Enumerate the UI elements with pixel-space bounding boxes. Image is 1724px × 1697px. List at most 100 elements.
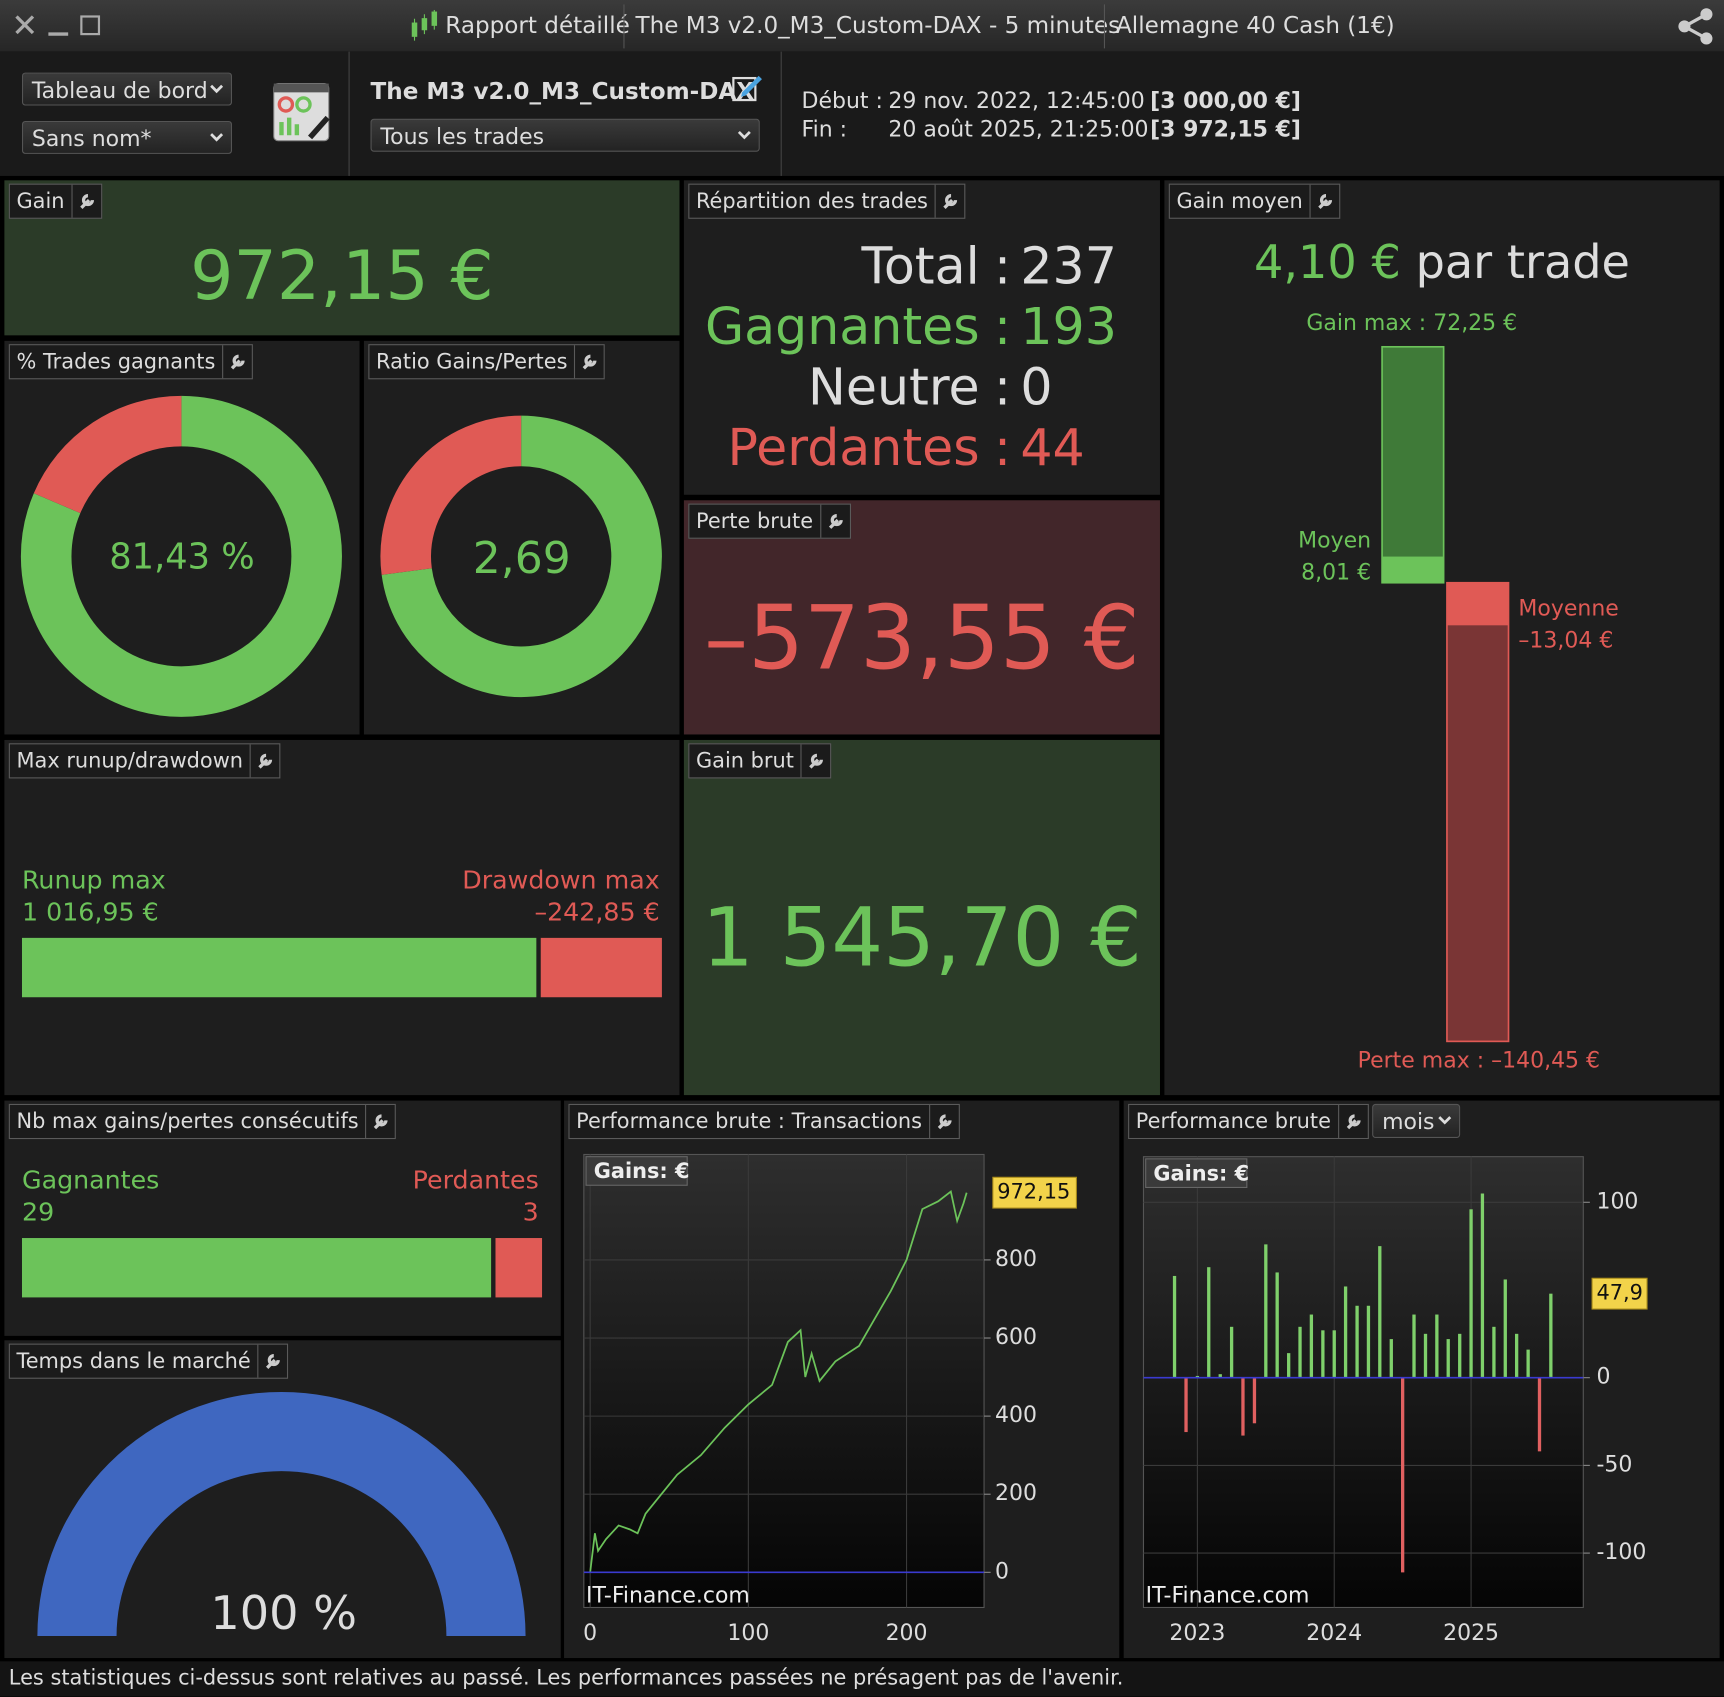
row-label: Neutre bbox=[808, 357, 980, 417]
wrench[interactable] bbox=[800, 744, 831, 778]
avg-win-value: 8,01 € bbox=[1301, 558, 1372, 585]
wins-label: Gagnantes bbox=[21, 1166, 160, 1196]
drawdown-value: –242,85 € bbox=[534, 898, 660, 927]
max-gain-value: 72,25 € bbox=[1433, 308, 1518, 336]
gross-gain-panel: Gain brut 1 545,70 € bbox=[683, 739, 1160, 1096]
edit-icon[interactable] bbox=[731, 71, 764, 104]
footer: Les statistiques ci-dessus sont relative… bbox=[0, 1661, 1724, 1697]
losses-label: Perdantes bbox=[412, 1166, 539, 1196]
candle-icon bbox=[411, 9, 438, 41]
end-capital: [3 972,15 €] bbox=[1150, 115, 1301, 142]
drawdown-label: Drawdown max bbox=[462, 866, 660, 895]
gross-loss-panel: Perte brute –573,55 € bbox=[683, 500, 1160, 735]
gross-gain-value: 1 545,70 € bbox=[701, 890, 1142, 986]
start-date: 29 nov. 2022, 12:45:00 bbox=[888, 86, 1145, 114]
row-value: 44 bbox=[1020, 417, 1085, 478]
panel-title: Ratio Gains/Pertes bbox=[376, 349, 568, 374]
start-label: Début : bbox=[801, 86, 883, 114]
period-name: mois bbox=[1382, 1108, 1435, 1135]
panel-title: Temps dans le marché bbox=[16, 1349, 251, 1374]
max-loss-label: Perte max : bbox=[1357, 1046, 1485, 1074]
average-line: 4,10 € par trade bbox=[1164, 239, 1719, 286]
runup-panel: Max runup/drawdown Runup max 1 016,95 € … bbox=[4, 739, 680, 1096]
wins-value: 29 bbox=[21, 1198, 55, 1228]
filter-select[interactable]: Tous les trades bbox=[370, 118, 760, 152]
runup-label: Runup max bbox=[21, 866, 166, 895]
wrench[interactable] bbox=[1337, 1104, 1368, 1138]
avg-win-label: Moyen bbox=[1298, 526, 1372, 554]
gain-panel: Gain 972,15 € bbox=[4, 180, 680, 336]
ratio-panel: Ratio Gains/Pertes 2,69 bbox=[363, 340, 680, 735]
streaks-panel: Nb max gains/pertes consécutifs Gagnante… bbox=[4, 1100, 561, 1336]
row-separator: : bbox=[993, 357, 1011, 417]
view-name: Tableau de bord bbox=[31, 76, 208, 104]
start-capital: [3 000,00 €] bbox=[1150, 86, 1301, 114]
wrench[interactable] bbox=[819, 504, 850, 538]
title-bar: Rapport détaillé The M3 v2.0_M3_Custom-D… bbox=[0, 0, 1724, 52]
layout-name: Sans nom* bbox=[31, 125, 152, 152]
win-rate-value: 81,43 % bbox=[109, 535, 255, 578]
share-icon[interactable] bbox=[1678, 8, 1715, 45]
view-select[interactable]: Tableau de bord bbox=[21, 72, 232, 106]
row-separator: : bbox=[993, 236, 1011, 296]
wrench[interactable] bbox=[221, 345, 252, 379]
ratio-value: 2,69 bbox=[472, 533, 571, 584]
instrument: Allemagne 40 Cash (1€) bbox=[1115, 12, 1395, 39]
panel-title: Gain moyen bbox=[1176, 189, 1303, 214]
panel-title: Nb max gains/pertes consécutifs bbox=[16, 1109, 359, 1134]
panel-title: Gain brut bbox=[695, 748, 794, 773]
gain-value: 972,15 € bbox=[190, 235, 494, 316]
win-rate-panel: % Trades gagnants 81,43 % bbox=[4, 340, 360, 735]
settings-icon[interactable] bbox=[270, 80, 334, 148]
average-value: 4,10 € bbox=[1253, 235, 1401, 290]
runup-value: 1 016,95 € bbox=[21, 898, 159, 927]
panel-title: Max runup/drawdown bbox=[16, 748, 244, 773]
wrench[interactable] bbox=[257, 1344, 287, 1378]
max-loss-value: –140,45 € bbox=[1491, 1046, 1601, 1074]
wrench[interactable] bbox=[1309, 184, 1339, 218]
row-separator: : bbox=[993, 296, 1011, 357]
wrench[interactable] bbox=[934, 184, 965, 218]
max-gain: Gain max : 72,25 € bbox=[1164, 311, 1659, 333]
panel-title: Répartition des trades bbox=[695, 189, 928, 214]
end-label: Fin : bbox=[801, 115, 848, 142]
transactions-chart-panel: Performance brute : Transactions bbox=[564, 1100, 1120, 1659]
panel-title: % Trades gagnants bbox=[16, 349, 216, 374]
panel-title: Performance brute bbox=[1135, 1109, 1331, 1134]
market-time-panel: Temps dans le marché bbox=[4, 1340, 561, 1659]
distribution-panel: Répartition des trades Total:237 Gagnante… bbox=[683, 180, 1160, 495]
layout-select[interactable]: Sans nom* bbox=[21, 120, 232, 154]
window-controls[interactable] bbox=[11, 0, 121, 52]
row-value: 237 bbox=[1020, 236, 1117, 296]
average-panel: Gain moyen 4,10 € par trade Gain max : 7… bbox=[1164, 180, 1720, 1096]
max-loss: Perte max : –140,45 € bbox=[1164, 1049, 1724, 1071]
gross-loss-value: –573,55 € bbox=[704, 587, 1140, 690]
average-suffix: par trade bbox=[1415, 235, 1630, 290]
monthly-chart-panel: Performance brute mois bbox=[1123, 1100, 1720, 1659]
max-gain-label: Gain max : bbox=[1306, 308, 1427, 336]
system-title: The M3 v2.0_M3_Custom-DAX - 5 minutes bbox=[635, 12, 1121, 39]
disclaimer: Les statistiques ci-dessus sont relative… bbox=[8, 1665, 1124, 1690]
filter-name: Tous les trades bbox=[380, 123, 545, 150]
row-label: Perdantes bbox=[727, 417, 980, 478]
row-separator: : bbox=[993, 417, 1011, 478]
row-label: Total bbox=[861, 236, 980, 296]
row-value: 193 bbox=[1020, 296, 1117, 357]
losses-value: 3 bbox=[522, 1198, 539, 1228]
wrench[interactable] bbox=[365, 1104, 395, 1138]
panel-title: Performance brute : Transactions bbox=[576, 1109, 923, 1134]
period-select[interactable]: mois bbox=[1372, 1103, 1461, 1138]
system-name: The M3 v2.0_M3_Custom-DAX bbox=[370, 78, 755, 105]
panel-title: Gain bbox=[16, 189, 65, 214]
panel-title: Perte brute bbox=[695, 509, 814, 534]
wrench[interactable] bbox=[928, 1104, 959, 1138]
wrench[interactable] bbox=[71, 184, 101, 218]
avg-loss-value: –13,04 € bbox=[1518, 626, 1614, 654]
report-title: Rapport détaillé bbox=[445, 12, 630, 39]
avg-loss-label: Moyenne bbox=[1518, 594, 1619, 622]
wrench[interactable] bbox=[249, 744, 280, 778]
end-date: 20 août 2025, 21:25:00 bbox=[888, 115, 1149, 142]
wrench[interactable] bbox=[574, 345, 604, 379]
